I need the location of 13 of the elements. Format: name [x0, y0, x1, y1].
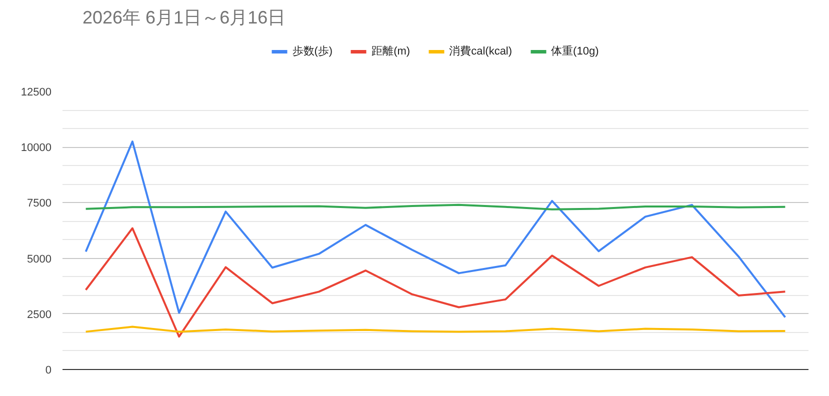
- legend-label: 体重(10g): [551, 44, 599, 58]
- y-tick-label: 5000: [27, 253, 52, 266]
- chart-title: 2026年 6月1日～6月16日: [82, 8, 286, 28]
- y-tick-label: 7500: [27, 198, 52, 210]
- legend-label: 歩数(歩): [292, 44, 333, 58]
- legend-label: 距離(m): [372, 44, 410, 58]
- legend-label: 消費cal(kcal): [449, 44, 512, 58]
- line-series: [84, 140, 786, 318]
- y-tick-label: 10000: [20, 142, 52, 154]
- y-tick-label: 0: [45, 364, 52, 376]
- y-tick-label: 2500: [27, 308, 52, 321]
- y-tick-label: 12500: [20, 86, 52, 98]
- line-series: [84, 227, 786, 338]
